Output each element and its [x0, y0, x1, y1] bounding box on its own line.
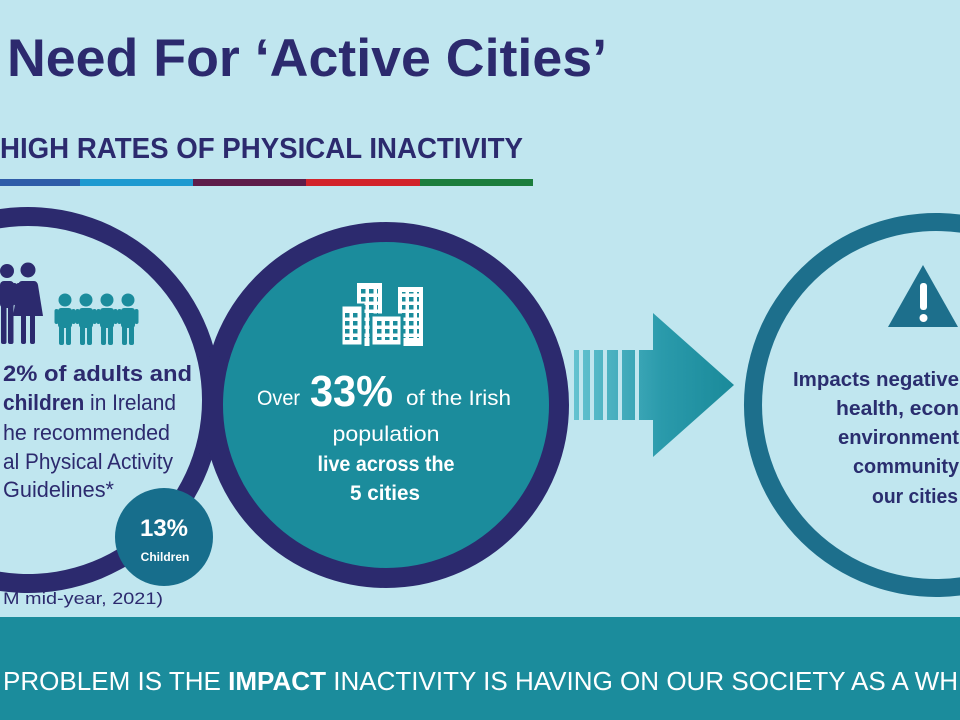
right-circle-text: Impacts negative health, econ environmen…	[793, 369, 960, 508]
accent-bar-plum	[193, 179, 306, 186]
adults-stat-line: 2% of adults and	[3, 361, 192, 386]
cities-line: 5 cities	[350, 482, 420, 505]
accent-bar-red	[306, 179, 420, 186]
children-icon	[54, 293, 139, 345]
health-line: health, econ	[836, 398, 959, 420]
accent-bar	[0, 179, 533, 186]
section-heading: HIGH RATES OF PHYSICAL INACTIVITY	[0, 133, 523, 165]
children-line: children in Ireland	[3, 390, 176, 415]
population-stat: 33%	[310, 367, 393, 416]
warning-icon	[888, 265, 958, 327]
child-figure	[96, 293, 118, 345]
our-cities-line: our cities	[872, 486, 958, 508]
population-line: population	[333, 423, 440, 446]
children-badge-label: Children	[141, 550, 190, 564]
bottom-banner	[0, 617, 960, 720]
in-ireland-text: in Ireland	[84, 390, 176, 415]
accent-bar-light-blue	[80, 179, 193, 186]
child-figure	[117, 293, 139, 345]
stat-rest: of the Irish	[406, 387, 511, 410]
banner-text-start: PROBLEM IS THE	[3, 666, 228, 696]
middle-circle	[203, 222, 569, 588]
environment-line: environment	[838, 427, 959, 449]
stat-lead: Over	[257, 387, 300, 410]
children-badge-circle	[115, 488, 213, 586]
slide-title: Need For ‘Active Cities’	[7, 29, 607, 88]
banner-text-end: INACTIVITY IS HAVING ON OUR SOCIETY AS A…	[326, 666, 958, 696]
physical-activity-line: al Physical Activity	[3, 449, 173, 474]
accent-bar-green	[420, 179, 533, 186]
child-figure	[54, 293, 76, 345]
children-badge: 13% Children	[115, 488, 213, 586]
recommended-line: he recommended	[3, 420, 170, 445]
child-figure	[75, 293, 97, 345]
accent-bar-blue	[0, 179, 80, 186]
children-badge-value: 13%	[140, 515, 188, 542]
banner-text: PROBLEM IS THE IMPACT INACTIVITY IS HAVI…	[3, 666, 958, 696]
banner-text-emphasis: IMPACT	[228, 666, 326, 696]
middle-circle-text: Over 33% of the Irish population live ac…	[257, 367, 511, 505]
family-icon	[0, 262, 43, 344]
right-arrow-icon	[574, 313, 734, 457]
guidelines-line: Guidelines*	[3, 477, 114, 502]
impacts-line: Impacts negative	[793, 369, 959, 391]
left-circle-text: 2% of adults and children in Ireland he …	[3, 361, 192, 608]
community-line: community	[853, 456, 960, 478]
source-footnote: M mid-year, 2021)	[3, 589, 163, 608]
buildings-icon	[339, 283, 423, 348]
live-across-line: live across the	[318, 453, 455, 476]
children-word: children	[3, 390, 84, 415]
